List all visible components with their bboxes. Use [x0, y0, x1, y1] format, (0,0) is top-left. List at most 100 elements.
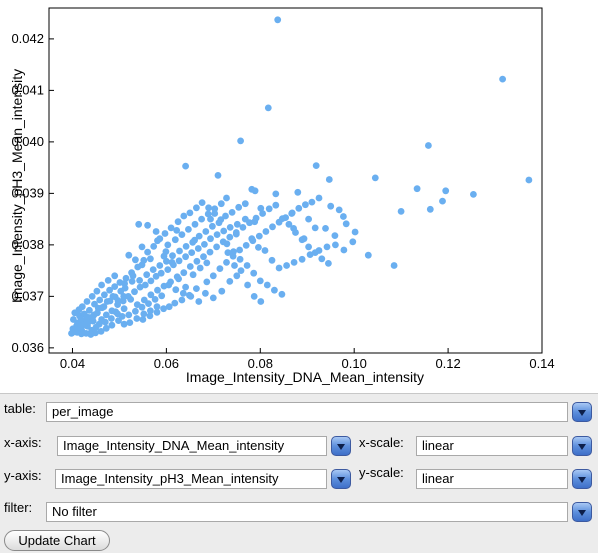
data-point: [122, 274, 130, 282]
data-point: [206, 248, 214, 256]
data-point: [211, 205, 219, 213]
data-point: [182, 253, 190, 261]
data-point: [371, 174, 379, 182]
data-point: [224, 249, 232, 256]
data-point: [237, 267, 245, 274]
data-point: [146, 312, 154, 320]
data-point: [141, 281, 149, 289]
data-point: [153, 303, 161, 311]
data-point: [186, 209, 194, 217]
data-point: [176, 247, 183, 255]
data-point: [109, 293, 117, 300]
data-point: [77, 315, 85, 323]
x-axis-dropdown-chevron-down-icon[interactable]: [331, 436, 351, 456]
data-point: [349, 238, 357, 246]
data-point: [282, 214, 289, 222]
data-point: [312, 162, 320, 170]
table-select[interactable]: per_image: [46, 402, 568, 422]
data-point: [165, 281, 173, 289]
data-point: [318, 255, 326, 263]
data-point: [174, 218, 182, 226]
data-point: [88, 293, 96, 300]
data-point: [145, 300, 152, 307]
data-point: [257, 298, 265, 305]
data-point: [298, 255, 306, 263]
data-point: [158, 292, 166, 300]
y-scale-select[interactable]: linear: [416, 469, 568, 489]
data-point: [250, 269, 258, 277]
y-scale-dropdown-chevron-down-icon[interactable]: [572, 469, 592, 489]
y-axis-dropdown-chevron-down-icon[interactable]: [331, 469, 351, 489]
data-point: [219, 238, 227, 246]
y-ticks: 0.036 0.037 0.038 0.039 0.040 0.041 0.042: [11, 31, 54, 355]
data-point: [213, 231, 221, 239]
x-axis-select[interactable]: Image_Intensity_DNA_Mean_intensity: [57, 436, 327, 456]
x-scale-dropdown-chevron-down-icon[interactable]: [572, 436, 592, 456]
y-tick-label: 0.038: [11, 237, 44, 252]
data-point: [306, 251, 314, 258]
table-dropdown-chevron-down-icon[interactable]: [572, 402, 592, 422]
data-point: [194, 245, 202, 252]
chart-area: 0.04 0.06 0.08 0.10 0.12 0.14 0.036 0.037 0.038…: [9, 7, 555, 385]
x-tick-label: 0.04: [60, 356, 85, 371]
data-point: [211, 210, 219, 217]
data-point: [167, 224, 175, 232]
data-point: [186, 263, 194, 270]
data-point: [125, 311, 133, 319]
data-point: [442, 187, 450, 195]
data-point: [182, 283, 190, 291]
filter-dropdown-chevron-down-icon[interactable]: [572, 502, 592, 522]
data-point: [272, 190, 280, 198]
data-point: [244, 281, 252, 289]
data-point: [125, 251, 133, 259]
update-chart-button[interactable]: Update Chart: [4, 530, 110, 551]
points-layer: [68, 16, 533, 338]
scatter-plot: 0.04 0.06 0.08 0.10 0.12 0.14 0.036 0.037 0.038…: [9, 7, 555, 385]
data-point: [179, 289, 187, 297]
data-point: [127, 296, 135, 303]
x-axis-title: Image_Intensity_DNA_Mean_intensity: [186, 369, 424, 385]
data-point: [189, 238, 197, 246]
data-point: [180, 212, 188, 220]
data-point: [139, 316, 147, 323]
data-point: [340, 246, 348, 254]
x-scale-select[interactable]: linear: [416, 436, 568, 456]
data-point: [175, 257, 183, 265]
data-point: [235, 203, 243, 211]
data-point: [191, 220, 199, 228]
data-point: [95, 320, 103, 328]
data-point: [203, 259, 211, 267]
filter-select[interactable]: No filter: [46, 502, 568, 522]
data-point: [164, 266, 172, 273]
x-tick-label: 0.08: [248, 356, 273, 371]
data-point: [295, 204, 303, 212]
data-point: [272, 201, 280, 209]
y-axis-select[interactable]: Image_Intensity_pH3_Mean_intensity: [55, 469, 327, 489]
data-point: [152, 228, 160, 235]
data-point: [274, 16, 282, 24]
data-point: [165, 303, 173, 311]
data-point: [98, 304, 106, 312]
y-tick-label: 0.036: [11, 340, 44, 355]
data-point: [144, 248, 152, 256]
table-label: table:: [4, 401, 36, 416]
data-point: [121, 284, 129, 292]
data-point: [209, 272, 217, 280]
x-scale-label: x-scale:: [359, 435, 404, 450]
data-point: [108, 321, 116, 329]
data-point: [198, 199, 206, 207]
data-point: [111, 272, 119, 280]
data-point: [242, 242, 250, 249]
data-point: [231, 262, 238, 269]
data-point: [195, 232, 203, 240]
data-point: [91, 300, 98, 308]
data-point: [223, 194, 230, 202]
data-point: [325, 260, 332, 267]
data-point: [275, 218, 283, 226]
data-point: [302, 201, 309, 209]
data-point: [335, 206, 343, 214]
data-point: [147, 277, 155, 285]
x-tick-label: 0.12: [435, 356, 460, 371]
data-point: [168, 259, 176, 266]
data-point: [216, 265, 224, 272]
